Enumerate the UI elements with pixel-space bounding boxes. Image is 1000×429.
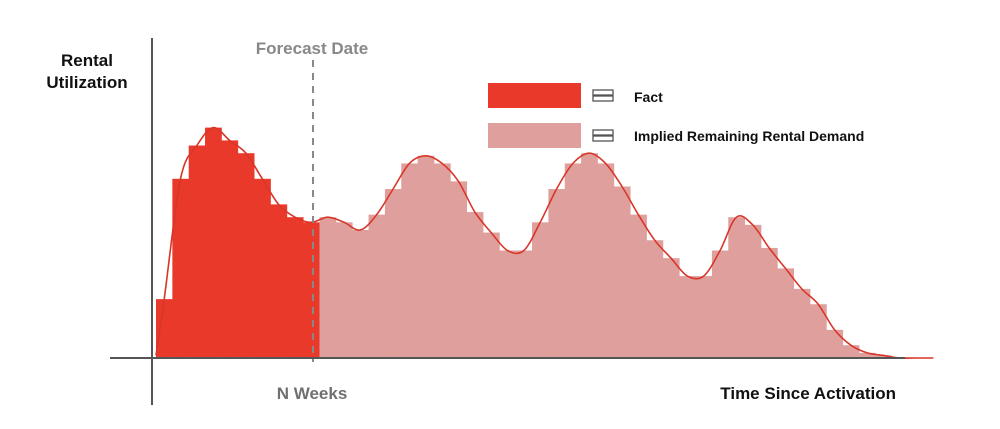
legend-series-icon bbox=[592, 89, 614, 102]
implied-demand-bar bbox=[859, 352, 876, 358]
implied-demand-bar bbox=[401, 163, 418, 358]
trend-curve bbox=[155, 126, 934, 359]
implied-demand-bar bbox=[466, 212, 484, 358]
implied-demand-bar bbox=[352, 230, 369, 358]
implied-demand-bar bbox=[711, 250, 729, 358]
legend-label-implied: Implied Remaining Rental Demand bbox=[634, 128, 864, 144]
y-axis-title-line2: Utilization bbox=[46, 73, 127, 92]
implied-demand-bar bbox=[630, 214, 647, 358]
implied-demand-bar bbox=[662, 258, 680, 358]
legend: Fact Implied Remaining Rental Demand bbox=[488, 83, 864, 148]
implied-demand-bar bbox=[646, 240, 664, 358]
implied-demand-bar bbox=[777, 268, 795, 358]
fact-bar bbox=[254, 178, 271, 358]
implied-demand-bar bbox=[450, 181, 468, 358]
fact-bar bbox=[237, 153, 255, 358]
forecast-date-label: Forecast Date bbox=[256, 39, 368, 58]
fact-bar bbox=[221, 140, 239, 358]
fact-bar bbox=[286, 217, 304, 358]
implied-demand-bar bbox=[695, 276, 713, 358]
fact-bar bbox=[188, 145, 206, 358]
implied-demand-bar bbox=[532, 222, 549, 358]
x-axis-title: Time Since Activation bbox=[720, 384, 896, 403]
fact-bar bbox=[205, 127, 222, 358]
implied-demand-bar bbox=[417, 155, 435, 358]
implied-demand-bar bbox=[335, 222, 353, 358]
implied-demand-bar bbox=[875, 355, 893, 358]
fact-bar bbox=[270, 204, 288, 358]
implied-demand-bar bbox=[564, 163, 582, 358]
implied-demand-bar bbox=[515, 250, 533, 358]
forecast-tick-label: N Weeks bbox=[277, 384, 348, 403]
implied-demand-bar bbox=[613, 186, 631, 358]
legend-label-fact: Fact bbox=[634, 89, 663, 105]
implied-demand-bar bbox=[679, 276, 696, 358]
implied-demand-bar bbox=[826, 329, 844, 358]
y-axis-title-line1: Rental bbox=[61, 51, 113, 70]
implied-demand-bar bbox=[793, 288, 811, 358]
implied-demand-bar bbox=[548, 189, 566, 358]
fact-bar bbox=[156, 299, 173, 358]
legend-item-implied: Implied Remaining Rental Demand bbox=[488, 123, 864, 148]
bars-layer bbox=[156, 127, 893, 358]
legend-swatch-fact bbox=[488, 83, 581, 108]
implied-demand-bar bbox=[744, 224, 762, 358]
implied-demand-bar bbox=[368, 214, 386, 358]
fact-bar bbox=[303, 222, 320, 358]
implied-demand-bar bbox=[483, 232, 500, 358]
legend-item-fact: Fact bbox=[488, 83, 663, 108]
implied-demand-bar bbox=[760, 247, 778, 358]
implied-demand-bar bbox=[319, 217, 337, 358]
trend-layer bbox=[155, 126, 934, 359]
fact-bar bbox=[172, 178, 190, 358]
implied-demand-bar bbox=[842, 345, 860, 358]
implied-demand-bar bbox=[433, 163, 451, 358]
legend-series-icon bbox=[592, 129, 614, 142]
implied-demand-bar bbox=[728, 217, 745, 358]
implied-demand-bar bbox=[810, 304, 827, 358]
implied-demand-bar bbox=[581, 153, 598, 358]
legend-swatch-implied bbox=[488, 123, 581, 148]
implied-demand-bar bbox=[597, 163, 615, 358]
implied-demand-bar bbox=[499, 250, 517, 358]
implied-demand-bar bbox=[384, 189, 402, 358]
